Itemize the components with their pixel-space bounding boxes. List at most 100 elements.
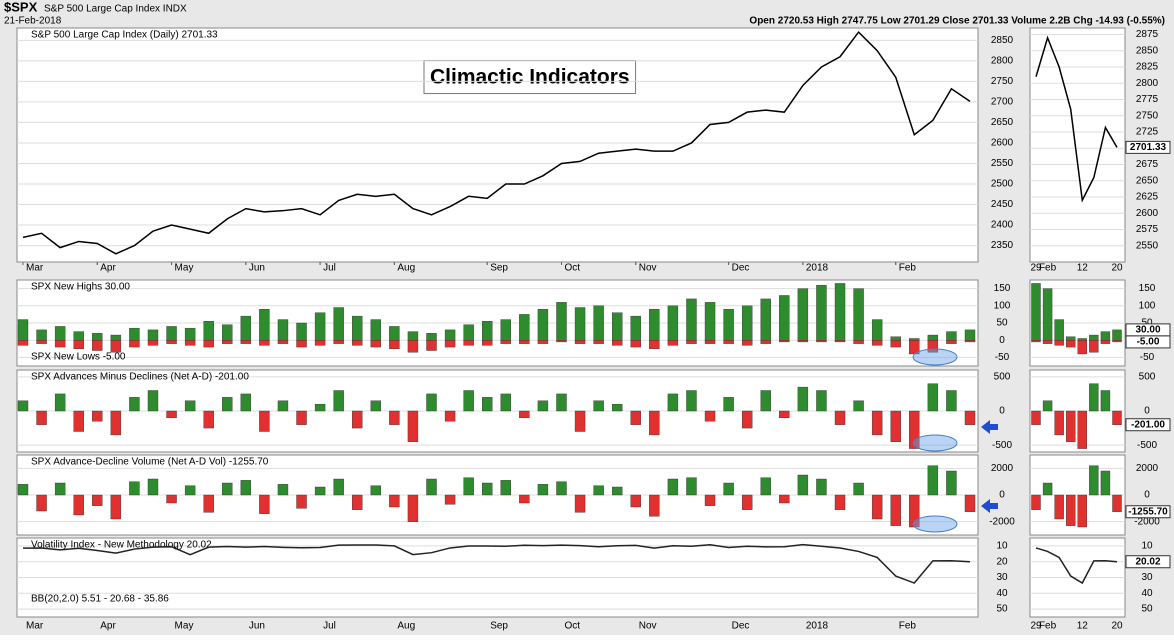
bar xyxy=(444,329,456,341)
value-tag-box xyxy=(1125,505,1171,519)
bar xyxy=(110,340,122,353)
bar xyxy=(816,390,827,412)
bar xyxy=(964,329,976,341)
bar xyxy=(1066,336,1076,341)
y-tick-label: 50 xyxy=(996,604,1008,615)
bar xyxy=(314,312,326,341)
bar xyxy=(927,334,939,341)
bar xyxy=(537,309,549,341)
bar xyxy=(890,336,901,341)
bar xyxy=(240,315,252,341)
zoom-x-label: 29 xyxy=(1030,621,1042,632)
bar xyxy=(426,478,437,496)
bar xyxy=(871,319,883,341)
bar xyxy=(593,305,604,341)
bar xyxy=(853,288,864,341)
y-tick-label: 150 xyxy=(994,283,1011,294)
bar xyxy=(1112,340,1122,343)
zoom-y-tick-label: 0 xyxy=(1144,490,1150,501)
bar xyxy=(630,315,641,341)
bar xyxy=(426,393,437,412)
bar xyxy=(556,393,567,412)
bar xyxy=(871,340,883,346)
index-name: S&P 500 Large Cap Index INDX xyxy=(44,4,187,15)
x-tick-label: Apr xyxy=(100,263,116,274)
bar xyxy=(723,340,734,344)
bar xyxy=(1112,410,1122,425)
y-tick-label: 0 xyxy=(999,490,1005,501)
zoom-y-tick-label: 2875 xyxy=(1136,29,1159,40)
bar xyxy=(946,331,957,341)
bar xyxy=(797,340,809,343)
bar xyxy=(760,340,771,344)
zoom-x-label: 20 xyxy=(1111,263,1123,274)
bar xyxy=(853,482,864,496)
zoom-y-tick-label: 40 xyxy=(1141,588,1153,599)
bar xyxy=(1031,340,1041,343)
zoom-y-tick-label: 2750 xyxy=(1136,110,1159,121)
bar xyxy=(203,494,214,513)
bar xyxy=(129,481,140,496)
bar xyxy=(1066,494,1076,526)
bar xyxy=(574,307,586,341)
bar xyxy=(797,474,809,496)
bar xyxy=(500,393,511,412)
bar xyxy=(277,319,289,341)
bar xyxy=(92,333,103,341)
bar xyxy=(964,410,976,425)
bar xyxy=(946,470,957,496)
bar xyxy=(444,494,456,505)
bar xyxy=(500,480,511,496)
bar xyxy=(723,482,734,496)
zoom-x-label: 20 xyxy=(1111,621,1123,632)
bar xyxy=(482,397,493,412)
bar xyxy=(834,494,846,510)
bar xyxy=(277,484,289,496)
bar xyxy=(296,494,307,509)
line-series xyxy=(1035,547,1118,585)
bar xyxy=(1100,331,1111,341)
quote: Open 2720.53 High 2747.75 Low 2701.29 Cl… xyxy=(749,16,1165,27)
bar xyxy=(779,410,790,419)
y-tick-label: 2750 xyxy=(991,76,1014,87)
arrow xyxy=(981,420,998,434)
zoom-x-label: Feb xyxy=(1039,621,1057,632)
bar xyxy=(54,482,66,496)
zoom-y-tick-label: 2800 xyxy=(1136,78,1159,89)
bar xyxy=(1031,410,1041,425)
zoom-x-label: 12 xyxy=(1077,263,1089,274)
bar xyxy=(444,410,456,422)
bar xyxy=(482,482,493,496)
bar xyxy=(166,494,177,504)
bar xyxy=(1089,340,1099,353)
zoom-x-label: Feb xyxy=(1039,263,1057,274)
legend-label: SPX New Lows -5.00 xyxy=(31,352,126,363)
bar xyxy=(389,494,400,508)
bar xyxy=(36,494,47,512)
bar xyxy=(1054,340,1064,346)
zoom-y-tick-label: 2575 xyxy=(1136,224,1159,235)
bar xyxy=(760,298,771,341)
bar xyxy=(370,400,382,412)
bar xyxy=(834,283,846,341)
bar xyxy=(1077,340,1087,355)
bar xyxy=(1089,334,1099,341)
x-tick-label: Aug xyxy=(397,263,415,274)
bar xyxy=(333,340,344,344)
bar xyxy=(222,324,233,341)
bar xyxy=(556,481,567,496)
bar xyxy=(1054,410,1064,436)
date: 21-Feb-2018 xyxy=(4,16,62,27)
bar xyxy=(723,397,734,412)
bar xyxy=(890,494,901,526)
bar xyxy=(909,410,920,449)
bar xyxy=(370,485,382,496)
y-tick-label: 2800 xyxy=(991,55,1014,66)
bar xyxy=(1077,494,1087,528)
bar xyxy=(704,302,716,341)
bar xyxy=(500,319,511,341)
bar xyxy=(853,400,864,412)
bar xyxy=(741,494,753,510)
bar xyxy=(946,390,957,412)
y-tick-label: 2500 xyxy=(991,179,1014,190)
